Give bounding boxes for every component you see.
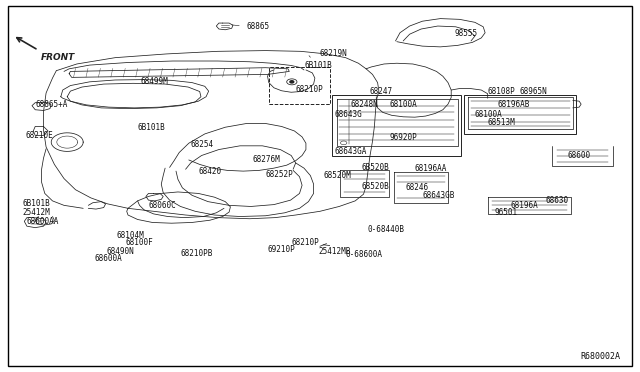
Text: 0-68600A: 0-68600A (346, 250, 383, 259)
Text: 6B101B: 6B101B (305, 61, 332, 70)
Text: 68196A: 68196A (511, 201, 538, 210)
Text: 96501: 96501 (495, 208, 518, 217)
Text: 68276M: 68276M (253, 155, 280, 164)
Text: 98555: 98555 (454, 29, 477, 38)
Text: 68499M: 68499M (141, 77, 168, 86)
Text: 96920P: 96920P (389, 133, 417, 142)
Text: 25412M: 25412M (22, 208, 50, 217)
Text: 68210P: 68210P (296, 85, 323, 94)
Text: 68600AA: 68600AA (27, 217, 60, 226)
Circle shape (290, 81, 294, 83)
Text: 6B101B: 6B101B (22, 199, 50, 208)
Text: 68643G: 68643G (334, 110, 362, 119)
Text: 68965N: 68965N (520, 87, 547, 96)
Text: 68420: 68420 (198, 167, 221, 176)
Text: 6B520B: 6B520B (362, 163, 389, 172)
Text: 68865: 68865 (246, 22, 269, 31)
Text: 68252P: 68252P (266, 170, 293, 179)
Text: 68513M: 68513M (488, 118, 515, 126)
Text: 68643GA: 68643GA (334, 147, 367, 156)
Text: FRONT: FRONT (41, 53, 76, 62)
Text: 68108P: 68108P (488, 87, 515, 96)
Text: 68600A: 68600A (95, 254, 122, 263)
Text: 68630: 68630 (545, 196, 568, 205)
Text: 68196AB: 68196AB (498, 100, 531, 109)
Text: 68600: 68600 (568, 151, 591, 160)
Text: 68248N: 68248N (350, 100, 378, 109)
Text: 68520M: 68520M (324, 171, 351, 180)
Text: 68520B: 68520B (362, 182, 389, 191)
Text: 68210E: 68210E (26, 131, 53, 140)
Text: R680002A: R680002A (581, 352, 621, 361)
Text: 68246: 68246 (406, 183, 429, 192)
Text: 68210PB: 68210PB (180, 249, 213, 258)
Text: 68490N: 68490N (106, 247, 134, 256)
Text: 68219N: 68219N (320, 49, 348, 58)
Text: 68100A: 68100A (475, 110, 502, 119)
Text: 69210P: 69210P (268, 245, 295, 254)
Bar (269, 67, 330, 104)
Bar (332, 95, 461, 156)
Text: 68100A: 68100A (389, 100, 417, 109)
Bar (464, 95, 576, 134)
Text: 68104M: 68104M (116, 231, 144, 240)
Text: 6B101B: 6B101B (138, 123, 165, 132)
Text: 68196AA: 68196AA (415, 164, 447, 173)
Text: 68060C: 68060C (148, 201, 176, 210)
Text: 0-68440B: 0-68440B (368, 225, 405, 234)
Text: 68254: 68254 (191, 140, 214, 149)
Text: 25412MB: 25412MB (318, 247, 351, 256)
Text: 68865+A: 68865+A (35, 100, 68, 109)
Text: 68100F: 68100F (125, 238, 153, 247)
Text: 68247: 68247 (369, 87, 392, 96)
Text: 68210P: 68210P (291, 238, 319, 247)
Text: 68643GB: 68643GB (422, 191, 455, 200)
